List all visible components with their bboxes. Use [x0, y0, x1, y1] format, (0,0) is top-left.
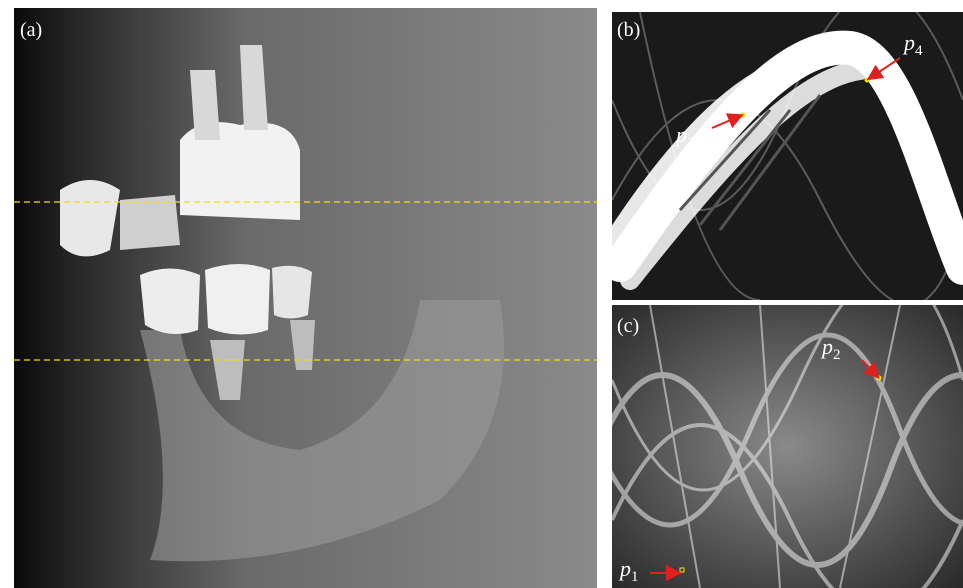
panel-a: (a) [14, 8, 597, 588]
panel-label: (a) [20, 19, 42, 41]
point-subscript: 1 [631, 569, 639, 585]
point-subscript: 3 [687, 135, 695, 151]
panel-b: p3 p4 (b) [612, 0, 963, 305]
figure: (a) p3 p4 (b) [0, 0, 963, 588]
point-letter: p [902, 30, 915, 55]
point-letter: p [618, 556, 631, 581]
point-subscript: 2 [833, 347, 841, 363]
panel-label: (b) [617, 19, 640, 41]
panel-label: (c) [617, 315, 639, 337]
point-letter: p [820, 334, 833, 359]
point-letter: p [674, 122, 687, 147]
panel-c: p2 p1 (c) [590, 270, 963, 588]
point-subscript: 4 [915, 43, 923, 59]
